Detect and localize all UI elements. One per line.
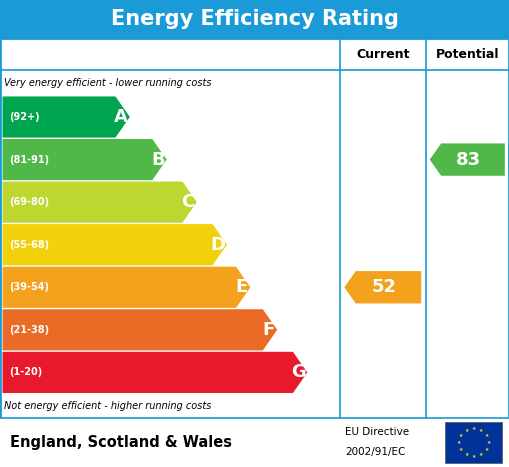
Text: C: C xyxy=(182,193,195,211)
Text: EU Directive: EU Directive xyxy=(345,427,409,437)
Text: Current: Current xyxy=(356,48,410,61)
Polygon shape xyxy=(3,96,130,138)
Bar xyxy=(445,422,502,463)
Text: ★: ★ xyxy=(457,440,461,445)
Text: ★: ★ xyxy=(485,447,489,452)
Text: (92+): (92+) xyxy=(9,112,39,122)
Text: ★: ★ xyxy=(459,433,463,438)
Text: Energy Efficiency Rating: Energy Efficiency Rating xyxy=(110,9,399,29)
Text: Potential: Potential xyxy=(436,48,499,61)
Polygon shape xyxy=(3,309,277,350)
Text: ★: ★ xyxy=(479,452,484,457)
Polygon shape xyxy=(344,271,421,304)
Text: England, Scotland & Wales: England, Scotland & Wales xyxy=(10,435,232,450)
Bar xyxy=(0,0,509,38)
Text: D: D xyxy=(211,236,226,254)
Text: ★: ★ xyxy=(479,428,484,433)
Polygon shape xyxy=(3,139,166,180)
Bar xyxy=(0,418,509,467)
Text: A: A xyxy=(114,108,128,126)
Text: G: G xyxy=(291,363,306,382)
Text: ★: ★ xyxy=(472,453,476,459)
Text: ★: ★ xyxy=(485,433,489,438)
Text: ★: ★ xyxy=(472,426,476,432)
Text: (1-20): (1-20) xyxy=(9,368,42,377)
Text: (69-80): (69-80) xyxy=(9,197,49,207)
Text: (21-38): (21-38) xyxy=(9,325,49,335)
Polygon shape xyxy=(3,267,250,308)
Text: (55-68): (55-68) xyxy=(9,240,49,250)
Polygon shape xyxy=(430,143,505,176)
Text: 52: 52 xyxy=(372,278,397,296)
Text: ★: ★ xyxy=(464,428,469,433)
Text: 83: 83 xyxy=(456,150,481,169)
Text: F: F xyxy=(263,321,275,339)
Text: ★: ★ xyxy=(487,440,491,445)
Text: Not energy efficient - higher running costs: Not energy efficient - higher running co… xyxy=(4,401,211,411)
Text: Very energy efficient - lower running costs: Very energy efficient - lower running co… xyxy=(4,78,212,88)
Text: 2002/91/EC: 2002/91/EC xyxy=(345,447,406,457)
Polygon shape xyxy=(3,182,197,223)
Text: (39-54): (39-54) xyxy=(9,282,49,292)
Polygon shape xyxy=(3,352,307,393)
Text: ★: ★ xyxy=(459,447,463,452)
Text: ★: ★ xyxy=(464,452,469,457)
Text: (81-91): (81-91) xyxy=(9,155,49,164)
Text: B: B xyxy=(151,150,165,169)
Polygon shape xyxy=(3,224,227,265)
Text: E: E xyxy=(236,278,248,296)
